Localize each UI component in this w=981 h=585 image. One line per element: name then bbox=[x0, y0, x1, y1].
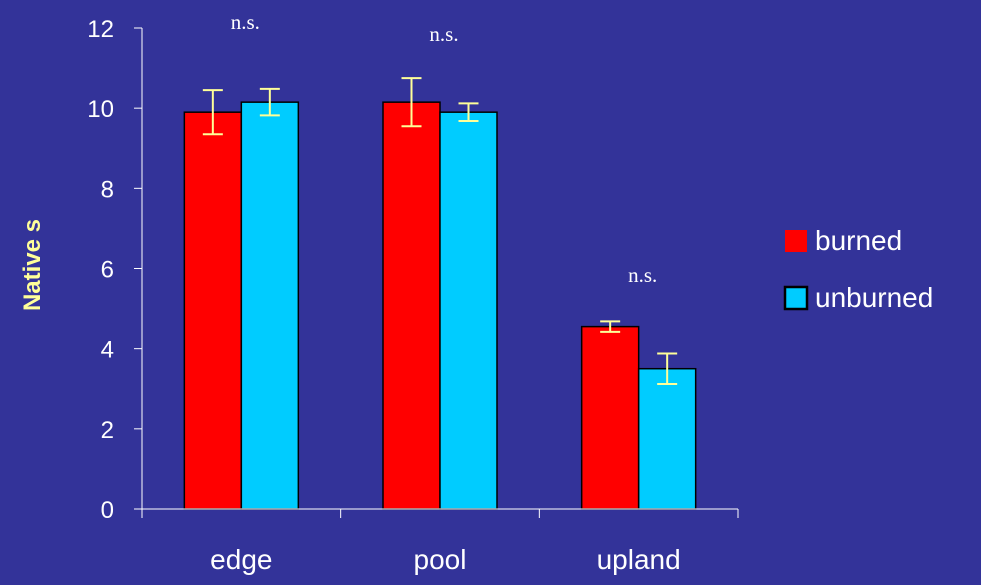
bar-burned-upland bbox=[580, 325, 640, 510]
error-bar-unburned-pool bbox=[458, 102, 479, 122]
y-tick-label: 12 bbox=[87, 16, 114, 43]
legend-label: unburned bbox=[815, 282, 933, 313]
bars-layer bbox=[183, 101, 697, 510]
y-tick-label: 0 bbox=[101, 497, 114, 524]
significance-annotation: n.s. bbox=[429, 22, 458, 46]
x-category-label: pool bbox=[414, 544, 467, 575]
significance-annotation: n.s. bbox=[231, 10, 260, 34]
error-bar-burned-upland bbox=[600, 320, 621, 333]
x-category-label: upland bbox=[597, 544, 681, 575]
annotations-layer: n.s. n.s. n.s. bbox=[231, 10, 658, 287]
legend: burned unburned bbox=[783, 225, 933, 313]
legend-item-unburned: unburned bbox=[783, 282, 933, 313]
y-tick-label: 6 bbox=[101, 257, 114, 284]
axes-layer: 0 2 4 6 8 10 12 edge pool upland bbox=[87, 16, 739, 575]
error-bar-unburned-edge bbox=[259, 87, 280, 117]
significance-annotation: n.s. bbox=[628, 263, 657, 287]
error-bar-burned-edge bbox=[202, 89, 223, 136]
y-tick-label: 10 bbox=[87, 96, 114, 123]
legend-label: burned bbox=[815, 225, 902, 256]
error-bars-layer bbox=[202, 77, 678, 385]
bar-unburned-edge bbox=[240, 101, 300, 510]
bar-burned-edge bbox=[183, 111, 243, 510]
bar-unburned-upland bbox=[637, 367, 697, 510]
y-axis-label: Native s bbox=[19, 219, 46, 311]
legend-swatch bbox=[783, 285, 809, 311]
y-tick-label: 2 bbox=[101, 417, 114, 444]
legend-item-burned: burned bbox=[785, 225, 902, 256]
y-tick-label: 8 bbox=[101, 176, 114, 203]
x-category-label: edge bbox=[210, 544, 272, 575]
y-tick-label: 4 bbox=[101, 337, 114, 364]
error-bar-unburned-upland bbox=[657, 352, 678, 385]
error-bar-burned-pool bbox=[401, 77, 422, 128]
bar-unburned-pool bbox=[439, 111, 498, 510]
legend-swatch bbox=[785, 230, 807, 252]
bar-burned-pool bbox=[382, 101, 441, 510]
